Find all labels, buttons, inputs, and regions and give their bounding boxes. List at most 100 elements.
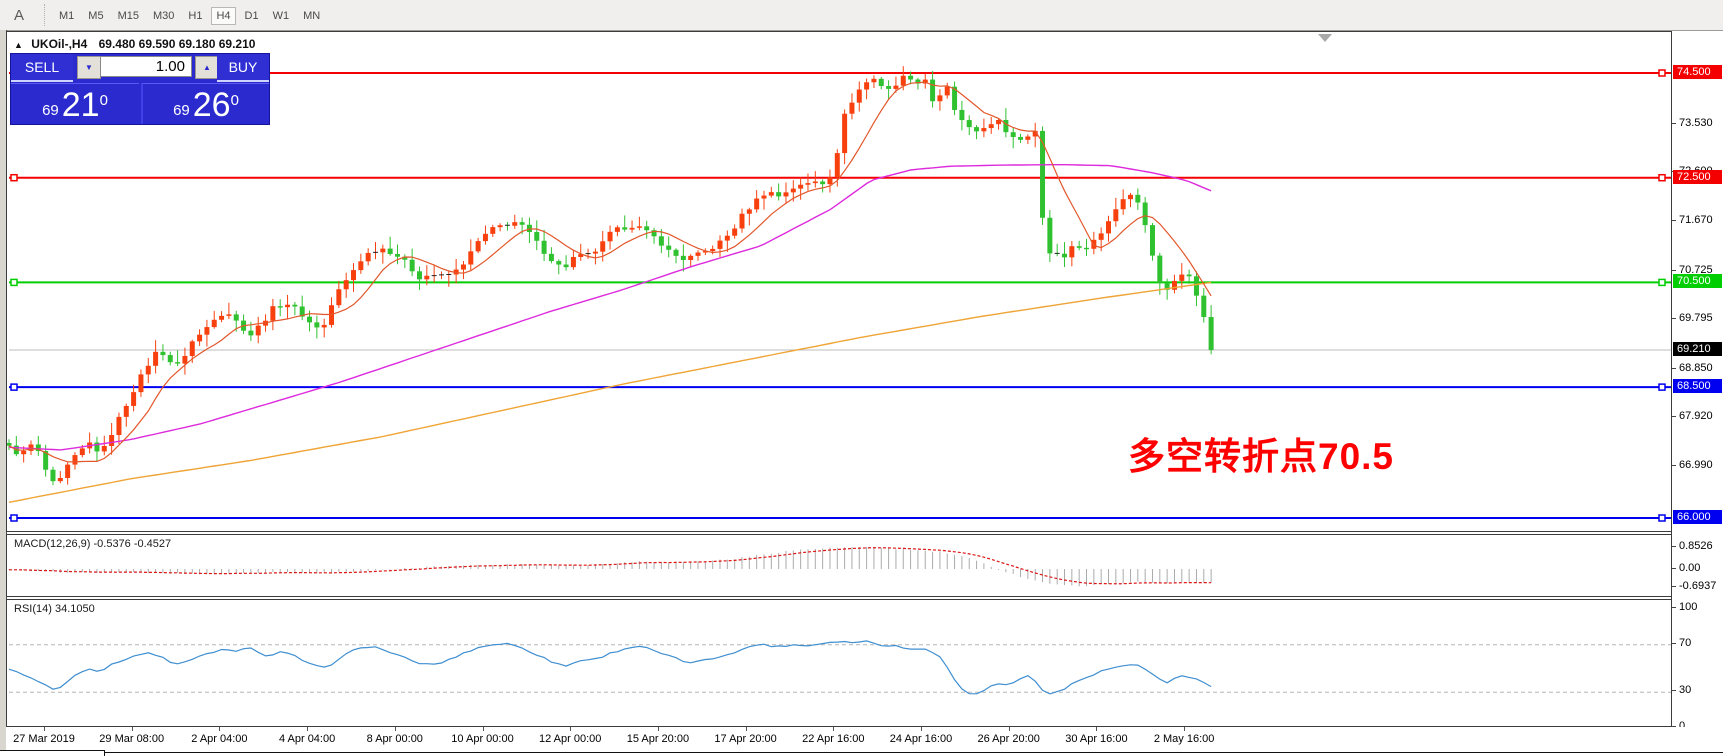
chart-text-annotation: 多空转折点70.5 [1128,436,1395,477]
macd-label: MACD(12,26,9) -0.5376 -0.4527 [14,538,172,550]
tab-bar-edge [104,752,1723,756]
axis-tick-mark [1672,269,1676,271]
hline-price-label: 72.500 [1673,169,1722,184]
date-label: 10 Apr 00:00 [451,733,514,745]
hline-price-label: 66.000 [1673,510,1722,524]
date-label: 29 Mar 08:00 [99,733,165,745]
buy-price-quote[interactable]: 69 26 0 [141,83,269,124]
price-axis: 73.53072.60071.67070.72569.79568.85067.9… [1671,31,1723,732]
timeframe-button-m1[interactable]: M1 [59,10,75,22]
axis-tick-mark [1672,585,1676,587]
one-click-trade-panel: SELL ▼ ▲ BUY 69 21 0 69 26 0 [10,53,270,125]
rsi-canvas [8,640,1671,695]
candlestick-canvas [7,66,1671,522]
hline-price-label: 70.500 [1673,274,1722,289]
axis-tick-mark [1672,465,1676,467]
buy-price-main: 26 [192,86,231,124]
timeframe-button-m5[interactable]: M5 [88,10,104,22]
date-tick-mark [219,727,221,731]
main-chart-pane[interactable] [6,31,1672,532]
date-label: 24 Apr 16:00 [889,733,953,745]
volume-increase-button[interactable]: ▲ [195,56,219,79]
volume-decrease-button[interactable]: ▼ [77,56,101,79]
price-tick-label: 73.530 [1679,116,1713,129]
rsi-pane[interactable] [6,599,1672,727]
date-label: 15 Apr 20:00 [626,733,690,745]
timeframe-button-mn[interactable]: MN [303,10,321,22]
date-tick-mark [657,727,659,731]
timeframe-button-h1[interactable]: H1 [188,10,203,22]
sell-button[interactable]: SELL [11,54,73,82]
price-tick-label: 70.725 [1679,263,1713,276]
trade-controls-row: SELL ▼ ▲ BUY [11,54,269,82]
volume-input[interactable] [100,56,192,77]
price-tick-label: 69.795 [1679,312,1713,325]
current-price-label: 69.210 [1673,341,1722,356]
date-label: 8 Apr 00:00 [366,733,423,745]
hline-price-label: 74.500 [1673,65,1722,79]
price-tick-label: 68.850 [1679,361,1713,374]
date-tick-mark [1096,727,1098,731]
date-label: 27 Mar 2019 [13,733,75,745]
date-label: 26 Apr 20:00 [977,733,1040,745]
date-label: 30 Apr 16:00 [1065,733,1128,745]
buy-button[interactable]: BUY [217,54,269,82]
date-label: 12 Apr 00:00 [538,733,602,745]
rsi-axis-label: 70 [1679,636,1692,649]
date-label: 17 Apr 20:00 [714,733,777,745]
axis-tick-mark [1672,318,1676,320]
timeframe-button-w1[interactable]: W1 [272,10,290,22]
axis-tick-mark [1672,416,1676,418]
timeframe-button-h4[interactable]: H4 [211,7,236,25]
macd-canvas [8,546,1212,587]
hline-price-label: 68.500 [1673,379,1722,394]
collapse-triangle-icon[interactable]: ▲ [14,40,23,50]
chart-tab[interactable] [0,750,105,756]
date-label: 2 May 16:00 [1153,733,1215,745]
axis-tick-mark [1672,220,1676,222]
date-tick-mark [131,727,133,731]
axis-tick-mark [1672,690,1676,692]
date-tick-mark [1184,727,1186,731]
timeframe-button-d1[interactable]: D1 [244,10,259,22]
macd-axis-label: -0.6937 [1679,579,1717,592]
chart-title: ▲ UKOil-,H4 69.480 69.590 69.180 69.210 [14,37,255,51]
sell-price-sup: 0 [99,92,108,109]
macd-pane[interactable] [6,534,1672,597]
rsi-label: RSI(14) 34.1050 [14,603,95,615]
rsi-axis-label: 100 [1679,601,1698,613]
macd-axis-label: 0.8526 [1679,540,1713,552]
date-tick-mark [44,727,45,731]
date-tick-mark [745,727,747,731]
toolbar-separator [44,4,46,26]
ohlc-values: 69.480 69.590 69.180 69.210 [98,37,256,51]
text-label-icon[interactable]: A [13,6,24,24]
axis-tick-mark [1672,122,1676,124]
date-tick-mark [921,727,922,731]
timeframe-button-m15[interactable]: M15 [117,10,139,22]
sell-price-main: 21 [61,86,100,124]
date-tick-mark [482,727,484,731]
date-tick-mark [1008,727,1010,731]
macd-axis-label: 0.00 [1679,562,1701,574]
axis-tick-mark [1672,568,1676,569]
date-label: 2 Apr 04:00 [191,733,248,745]
rsi-axis-label: 30 [1679,684,1692,697]
date-tick-mark [394,727,396,731]
price-tick-label: 71.670 [1679,214,1713,227]
chart-shift-marker-icon[interactable] [1318,34,1332,42]
sell-price-prefix: 69 [42,102,59,119]
axis-tick-mark [1672,607,1676,608]
date-tick-mark [570,727,572,731]
sell-price-quote[interactable]: 69 21 0 [11,83,139,124]
date-tick-mark [833,727,835,731]
buy-price-sup: 0 [230,92,239,109]
date-tick-mark [307,727,309,731]
timeframe-button-m30[interactable]: M30 [152,10,175,22]
time-axis: 27 Mar 2019 29 Mar 08:00 2 Apr 04:00 4 Apr … [6,727,1723,750]
buy-price-prefix: 69 [173,102,190,119]
axis-tick-mark [1672,726,1676,727]
date-label: 22 Apr 16:00 [802,733,865,745]
price-tick-label: 67.920 [1679,410,1713,423]
